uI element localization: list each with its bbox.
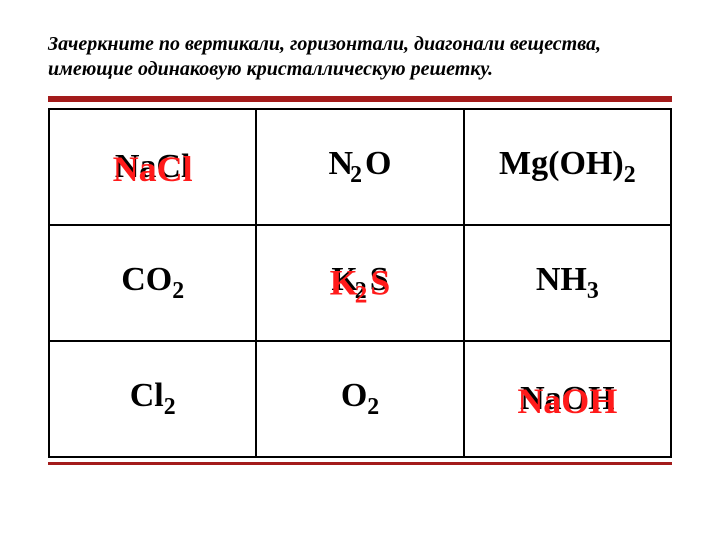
- el: NH: [536, 261, 587, 298]
- cell-mgoh2: Mg(OH)2: [464, 109, 671, 225]
- table-row: CO2 K2S K2S NH3: [49, 225, 671, 341]
- el: Cl: [130, 377, 164, 414]
- formula-base: K2S: [331, 261, 388, 298]
- slide: Зачеркните по вертикали, горизонтали, ди…: [0, 0, 720, 540]
- sub: 2: [367, 394, 379, 420]
- divider-rule-bottom: [48, 462, 672, 465]
- cell-cl2: Cl2: [49, 341, 256, 457]
- el: S: [370, 261, 389, 298]
- table-row: Cl2 O2 NaOH NaOH: [49, 341, 671, 457]
- sub: 2: [624, 162, 636, 188]
- formula-base: N2O: [329, 145, 392, 182]
- formula-base: O2: [341, 377, 379, 414]
- cell-k2s: K2S K2S: [256, 225, 463, 341]
- formula-base: NH3: [536, 261, 599, 298]
- el: CO: [121, 261, 172, 298]
- formula-base: CO2: [121, 261, 184, 298]
- cell-nacl: NaCl NaCl: [49, 109, 256, 225]
- formula-base: Mg(OH)2: [499, 145, 636, 182]
- chemistry-grid: NaCl NaCl N2O Mg(OH)2 CO2: [48, 108, 672, 458]
- sub: 2: [355, 278, 367, 304]
- cell-naoh: NaOH NaOH: [464, 341, 671, 457]
- sub: 3: [587, 278, 599, 304]
- table-row: NaCl NaCl N2O Mg(OH)2: [49, 109, 671, 225]
- formula-base: NaOH: [520, 380, 614, 417]
- divider-rule-top: [48, 96, 672, 102]
- el: Mg(OH): [499, 145, 624, 182]
- sub: 2: [164, 394, 176, 420]
- cell-n2o: N2O: [256, 109, 463, 225]
- sub: 2: [172, 278, 184, 304]
- cell-o2: O2: [256, 341, 463, 457]
- sub: 2: [350, 162, 362, 188]
- cell-nh3: NH3: [464, 225, 671, 341]
- el: O: [341, 377, 367, 414]
- cell-co2: CO2: [49, 225, 256, 341]
- formula-base: Cl2: [130, 377, 176, 414]
- el: K: [331, 261, 357, 298]
- instruction-text: Зачеркните по вертикали, горизонтали, ди…: [48, 32, 672, 82]
- formula-base: NaCl: [115, 148, 191, 185]
- el: O: [365, 145, 391, 182]
